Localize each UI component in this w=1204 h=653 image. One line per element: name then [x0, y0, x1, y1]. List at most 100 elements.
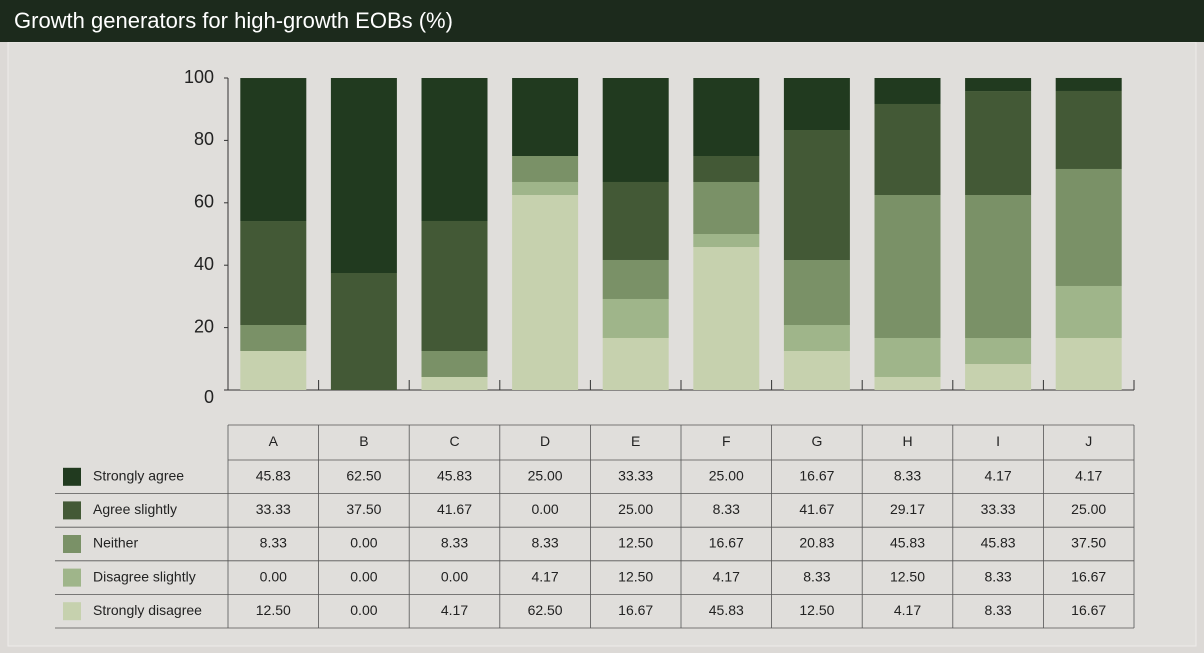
- bar-segment: [783, 325, 850, 351]
- bar-segment: [1055, 285, 1122, 338]
- chart-title: Growth generators for high-growth EOBs (…: [14, 8, 453, 33]
- table-cell: 4.17: [1075, 468, 1102, 484]
- table-cell: 0.00: [350, 568, 377, 584]
- table-cell: 62.50: [346, 468, 381, 484]
- table-cell: 41.67: [437, 501, 472, 517]
- legend-label: Disagree slightly: [93, 568, 196, 584]
- table-cell: 20.83: [799, 535, 834, 551]
- table-cell: 62.50: [528, 602, 563, 618]
- legend-label: Strongly disagree: [93, 602, 202, 618]
- bar-segment: [602, 78, 669, 182]
- bar-segment: [965, 364, 1032, 390]
- table-cell: 0.00: [350, 535, 377, 551]
- bar-segment: [421, 220, 488, 351]
- bar-segment: [965, 91, 1032, 196]
- table-cell: 37.50: [346, 501, 381, 517]
- x-tick-label: C: [449, 433, 459, 449]
- legend-swatch: [63, 467, 81, 486]
- table-cell: 37.50: [1071, 535, 1106, 551]
- bar-segment: [240, 78, 307, 222]
- table-cell: 41.67: [799, 501, 834, 517]
- table-cell: 33.33: [981, 501, 1016, 517]
- bar-segment: [783, 260, 850, 326]
- y-tick-label: 40: [194, 254, 214, 274]
- table-cell: 25.00: [528, 468, 563, 484]
- bar-segment: [693, 78, 760, 156]
- x-tick-label: A: [269, 433, 279, 449]
- legend-label: Strongly agree: [93, 468, 184, 484]
- table-cell: 45.83: [437, 468, 472, 484]
- title-bar: [0, 0, 1204, 42]
- table-cell: 45.83: [709, 602, 744, 618]
- legend-swatch: [63, 535, 81, 553]
- table-cell: 33.33: [256, 501, 291, 517]
- table-cell: 12.50: [799, 602, 834, 618]
- table-cell: 8.33: [441, 535, 468, 551]
- x-tick-label: E: [631, 433, 640, 449]
- bar-segment: [602, 259, 669, 299]
- table-cell: 8.33: [894, 468, 921, 484]
- y-tick-label: 100: [184, 67, 214, 87]
- bar-segment: [965, 195, 1032, 339]
- y-tick-label: 80: [194, 129, 214, 149]
- table-cell: 8.33: [984, 602, 1011, 618]
- bar-segment: [965, 78, 1032, 92]
- table-cell: 25.00: [1071, 501, 1106, 517]
- bar-segment: [783, 351, 850, 390]
- legend-label: Neither: [93, 535, 138, 551]
- bar-segment: [512, 181, 579, 195]
- legend-swatch: [63, 568, 81, 587]
- bar-segment: [693, 181, 760, 234]
- x-tick-label: H: [902, 433, 912, 449]
- x-tick-label: D: [540, 433, 550, 449]
- table-cell: 12.50: [618, 535, 653, 551]
- legend-swatch: [63, 501, 81, 520]
- table-cell: 45.83: [981, 535, 1016, 551]
- table-cell: 8.33: [803, 568, 830, 584]
- table-cell: 45.83: [890, 535, 925, 551]
- table-cell: 0.00: [350, 602, 377, 618]
- bar-segment: [240, 221, 307, 326]
- bar-segment: [693, 247, 760, 390]
- bar-segment: [240, 351, 307, 390]
- bar-segment: [1055, 168, 1122, 286]
- bar-segment: [965, 338, 1032, 365]
- bar-segment: [421, 376, 488, 390]
- bar-segment: [874, 337, 941, 377]
- x-tick-label: B: [359, 433, 368, 449]
- y-tick-label: 60: [194, 192, 214, 212]
- table-cell: 8.33: [713, 501, 740, 517]
- bar-segment: [602, 181, 669, 260]
- table-cell: 33.33: [618, 468, 653, 484]
- bar-segment: [783, 78, 850, 131]
- table-cell: 29.17: [890, 501, 925, 517]
- bar-segment: [421, 78, 488, 221]
- bar-segment: [330, 78, 397, 273]
- table-cell: 12.50: [618, 568, 653, 584]
- table-cell: 0.00: [531, 501, 558, 517]
- x-tick-label: F: [722, 433, 731, 449]
- table-cell: 25.00: [618, 501, 653, 517]
- table-cell: 16.67: [1071, 602, 1106, 618]
- bar-segment: [512, 195, 579, 390]
- table-cell: 4.17: [441, 602, 468, 618]
- bar-segment: [693, 234, 760, 248]
- table-cell: 8.33: [531, 535, 558, 551]
- bar-segment: [1055, 337, 1122, 390]
- bar-segment: [874, 376, 941, 390]
- table-cell: 16.67: [799, 468, 834, 484]
- bar-segment: [783, 130, 850, 261]
- bar-segment: [1055, 77, 1122, 91]
- table-cell: 8.33: [984, 568, 1011, 584]
- table-cell: 12.50: [890, 568, 925, 584]
- bar-segment: [330, 273, 397, 390]
- x-tick-label: J: [1085, 433, 1092, 449]
- table-cell: 4.17: [894, 602, 921, 618]
- table-cell: 0.00: [441, 568, 468, 584]
- bar-segment: [240, 325, 307, 351]
- table-cell: 25.00: [709, 468, 744, 484]
- table-cell: 16.67: [709, 535, 744, 551]
- table-cell: 16.67: [1071, 568, 1106, 584]
- table-cell: 12.50: [256, 602, 291, 618]
